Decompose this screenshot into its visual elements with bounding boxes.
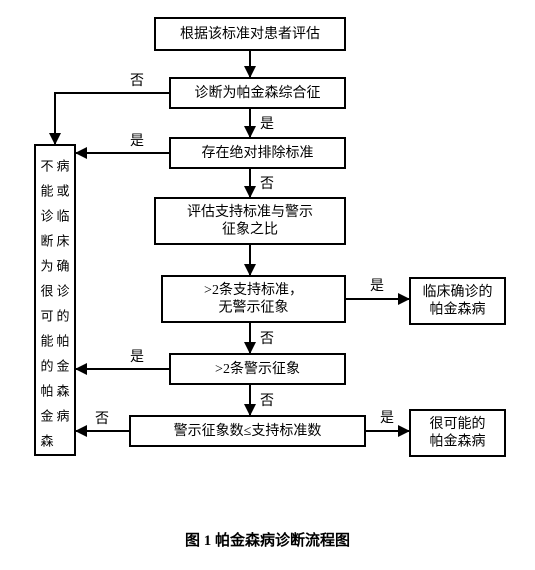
svg-text:无警示征象: 无警示征象 [219, 300, 289, 316]
edge: 否 [250, 168, 274, 198]
svg-text:评估支持标准与警示: 评估支持标准与警示 [187, 204, 313, 220]
edge: 是 [75, 350, 170, 369]
edge-label: 否 [95, 412, 109, 427]
svg-text:的: 的 [56, 309, 69, 324]
node-n4: 评估支持标准与警示征象之比 [155, 198, 345, 244]
svg-text:临床确诊的: 临床确诊的 [423, 284, 493, 300]
svg-text:帕: 帕 [56, 334, 69, 349]
svg-text:帕金森病: 帕金森病 [430, 302, 486, 318]
node-r2: 很可能的帕金森病 [410, 410, 505, 456]
node-n1: 根据该标准对患者评估 [155, 18, 345, 50]
svg-text:临: 临 [56, 209, 69, 224]
edge-label: 否 [260, 177, 274, 192]
svg-text:>2条警示征象: >2条警示征象 [215, 360, 300, 377]
svg-text:断: 断 [40, 234, 53, 249]
node-n3: 存在绝对排除标准 [170, 138, 345, 168]
node-n2: 诊断为帕金森综合征 [170, 78, 345, 108]
svg-text:>2条支持标准，: >2条支持标准， [204, 281, 303, 298]
edge-label: 是 [380, 411, 394, 426]
svg-text:病: 病 [56, 409, 69, 424]
svg-text:很: 很 [40, 284, 53, 299]
svg-text:森: 森 [56, 384, 69, 399]
svg-text:能: 能 [40, 334, 53, 349]
node-n6: >2条警示征象 [170, 354, 345, 384]
svg-text:很可能的: 很可能的 [430, 416, 486, 432]
svg-text:不: 不 [40, 159, 53, 174]
node-n7: 警示征象数≤支持标准数 [130, 416, 365, 446]
edge-label: 是 [130, 350, 144, 365]
svg-text:帕: 帕 [40, 384, 53, 399]
svg-text:诊断为帕金森综合征: 诊断为帕金森综合征 [195, 85, 321, 101]
edge: 是 [75, 134, 170, 153]
node-n5: >2条支持标准， 无警示征象 [162, 276, 345, 322]
svg-text:病: 病 [56, 159, 69, 174]
edge: 否 [250, 322, 274, 354]
edge: 否 [250, 384, 274, 416]
edge-label: 是 [130, 134, 144, 149]
svg-text:金: 金 [40, 409, 53, 424]
edge: 是 [345, 279, 410, 299]
svg-text:警示征象数≤支持标准数: 警示征象数≤支持标准数 [174, 423, 322, 439]
svg-text:或: 或 [56, 184, 69, 199]
edge-label: 是 [370, 279, 384, 294]
edge: 否 [55, 74, 170, 145]
node-left: 不能诊断为很可能的帕金森病或临床确诊的帕金森病 [35, 145, 75, 455]
edge-label: 否 [130, 74, 144, 89]
svg-text:诊: 诊 [56, 284, 69, 299]
svg-text:征象之比: 征象之比 [222, 222, 278, 238]
edge-label: 否 [260, 394, 274, 409]
edge: 是 [250, 108, 274, 138]
figure-caption: 图 1 帕金森病诊断流程图 [185, 531, 350, 549]
svg-text:存在绝对排除标准: 存在绝对排除标准 [202, 145, 314, 161]
edge: 是 [365, 411, 410, 431]
svg-text:金: 金 [56, 359, 69, 374]
svg-text:诊: 诊 [40, 209, 53, 224]
svg-text:根据该标准对患者评估: 根据该标准对患者评估 [180, 26, 320, 42]
svg-text:确: 确 [56, 259, 69, 274]
edge: 否 [75, 412, 130, 431]
svg-text:森: 森 [40, 434, 53, 449]
svg-text:可: 可 [40, 309, 53, 324]
svg-text:帕金森病: 帕金森病 [430, 434, 486, 450]
svg-text:床: 床 [56, 234, 69, 249]
edge-label: 否 [260, 332, 274, 347]
edge-label: 是 [260, 117, 274, 132]
svg-text:能: 能 [40, 184, 53, 199]
node-r1: 临床确诊的帕金森病 [410, 278, 505, 324]
svg-text:的: 的 [40, 359, 53, 374]
svg-text:为: 为 [40, 259, 53, 274]
